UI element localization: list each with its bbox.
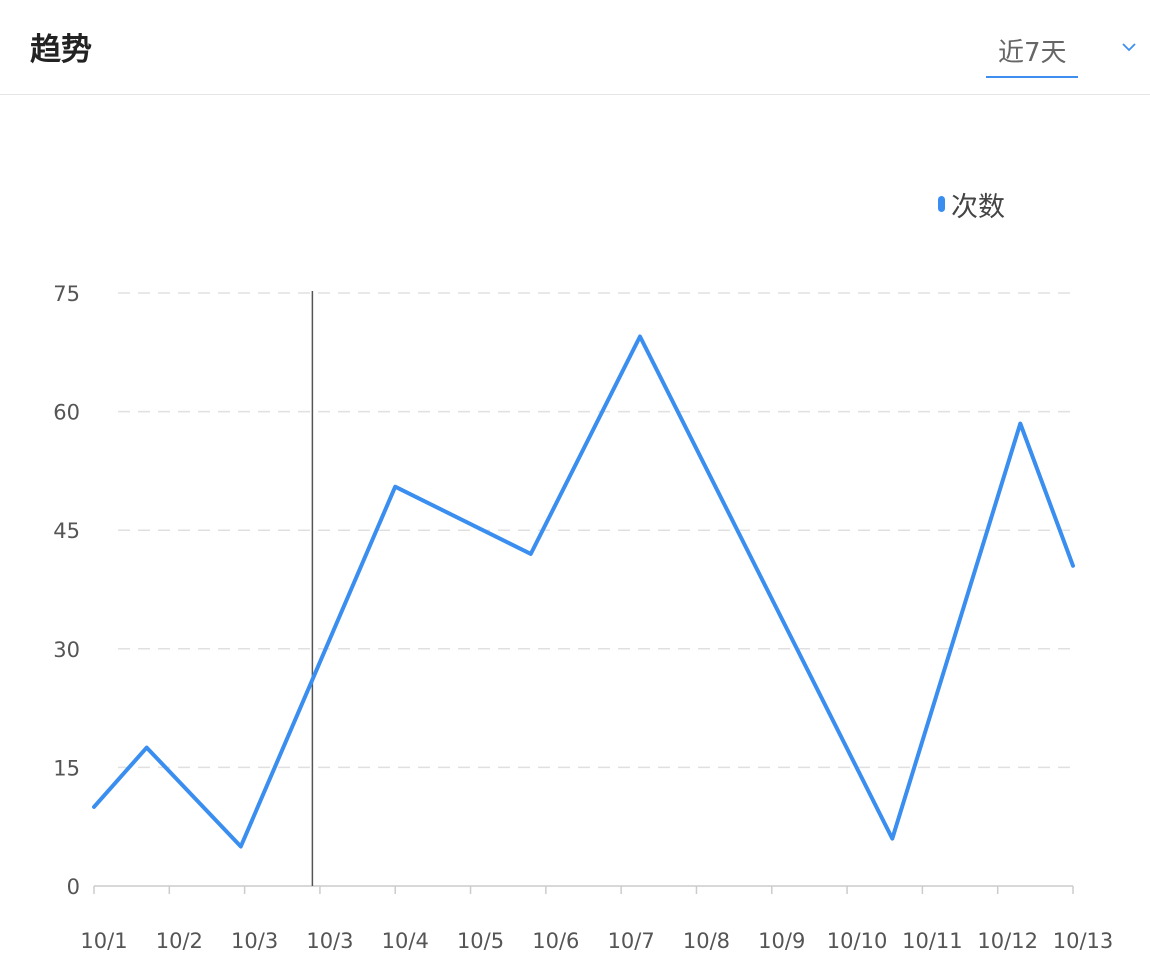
y-tick-label: 0	[67, 875, 80, 899]
legend-label: 次数	[951, 191, 1005, 223]
x-tick-label: 10/10	[827, 929, 888, 953]
x-tick-label: 10/6	[532, 929, 579, 953]
date-range-select[interactable]: 近7天	[986, 30, 1078, 78]
y-tick-label: 30	[53, 638, 80, 662]
y-tick-label: 15	[53, 756, 80, 780]
y-tick-label: 45	[53, 519, 80, 543]
y-tick-label: 75	[53, 282, 80, 306]
chevron-down-icon[interactable]	[1120, 38, 1138, 56]
legend[interactable]: 次数	[938, 186, 1005, 223]
x-tick-label: 10/11	[902, 929, 963, 953]
x-tick-label: 10/9	[758, 929, 805, 953]
x-tick-label: 10/7	[608, 929, 655, 953]
date-range-value: 近7天	[998, 38, 1067, 68]
legend-marker-icon	[938, 196, 945, 212]
line-chart: 0 15 30 45 60 75 10/1 10/2 10/3 10/3 10/4 10/5 10/6 1…	[53, 282, 1114, 953]
x-tick-label: 10/8	[683, 929, 730, 953]
x-tick-label: 10/5	[457, 929, 504, 953]
x-tick-label: 10/12	[977, 929, 1038, 953]
chart-title: 趋势	[30, 32, 92, 68]
x-tick-label: 10/13	[1053, 929, 1114, 953]
series-line	[92, 334, 1075, 849]
x-tick-label: 10/1	[80, 929, 127, 953]
chart-header: 趋势 近7天	[0, 0, 1150, 95]
x-tick-label: 10/4	[382, 929, 429, 953]
x-tick-label: 10/3	[306, 929, 353, 953]
x-tick-label: 10/2	[156, 929, 203, 953]
x-tick-label: 10/3	[231, 929, 278, 953]
y-tick-label: 60	[53, 401, 80, 425]
